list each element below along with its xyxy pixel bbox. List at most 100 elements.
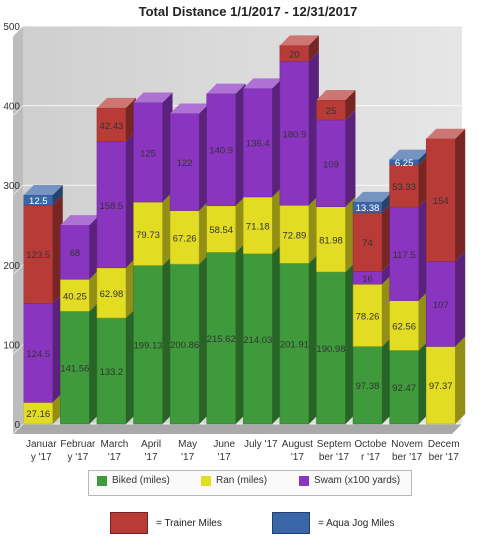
- legend: Biked (miles) Ran (miles) Swam (x100 yar…: [88, 470, 412, 496]
- data-label: 72.89: [282, 230, 306, 241]
- bar-segment-front: [389, 300, 419, 351]
- bar-segment-front: [133, 102, 163, 203]
- x-tick-label: '17: [145, 452, 158, 463]
- x-tick-label: August: [282, 439, 313, 450]
- bar-segment-front: [352, 212, 383, 272]
- bar-segment-front: [96, 107, 127, 142]
- bar-segment-front: [316, 206, 346, 273]
- bar-segment-front: [389, 350, 419, 425]
- data-label: 20: [289, 49, 300, 60]
- data-label: 92.47: [392, 383, 416, 394]
- bar-segment-side: [455, 128, 466, 262]
- data-label: 140.9: [209, 146, 233, 157]
- bar-segment-front: [96, 141, 127, 269]
- data-label: 79.73: [136, 230, 160, 241]
- data-label: 58.54: [209, 225, 233, 236]
- data-label: 6.25: [395, 158, 414, 169]
- bar-segment-front: [352, 283, 383, 347]
- data-label: 201.91: [280, 340, 309, 351]
- x-tick-label: Novem: [391, 439, 423, 450]
- data-label: 190.98: [316, 344, 345, 355]
- data-label: 107: [433, 300, 449, 311]
- gridline-wall: [12, 423, 24, 435]
- bar-segment-front: [243, 196, 273, 254]
- x-tick-label: y '17: [67, 452, 88, 463]
- x-tick-label: June: [213, 439, 235, 450]
- x-tick-label: '17: [218, 452, 231, 463]
- data-label: 53.33: [392, 182, 416, 193]
- data-label: 122: [177, 158, 193, 169]
- bar-segment-front: [206, 205, 236, 253]
- bar-segment-side: [455, 336, 466, 424]
- y-tick-label: 100: [3, 340, 20, 351]
- data-label: 125: [140, 148, 156, 159]
- bar-segment-top: [353, 191, 393, 202]
- gridline-wall: [12, 344, 24, 355]
- data-label: 199.13: [134, 341, 163, 352]
- data-label: 180.9: [282, 129, 306, 140]
- bar-segment-top: [389, 149, 429, 160]
- x-tick-label: '17: [291, 452, 304, 463]
- data-label: 97.37: [429, 381, 453, 392]
- x-tick-label: Octobe: [354, 439, 387, 450]
- data-label: 154: [433, 196, 449, 207]
- bar-segment-front: [60, 311, 90, 425]
- x-tick-label: y '17: [31, 452, 52, 463]
- aqua-jog-swatch: [272, 512, 310, 534]
- data-label: 16: [362, 274, 373, 285]
- legend-label-biked: Biked (miles): [112, 475, 170, 486]
- data-label: 71.18: [246, 221, 270, 232]
- legend-item-swam[interactable]: Swam (x100 yards): [299, 475, 400, 486]
- x-tick-label: May: [178, 439, 197, 450]
- gridline-wall: [12, 184, 24, 196]
- bar-segment-front: [206, 252, 236, 425]
- chart-title: Total Distance 1/1/2017 - 12/31/2017: [139, 4, 358, 19]
- legend-swatch-biked: [97, 475, 107, 486]
- data-label: 215.62: [207, 334, 236, 345]
- bar-segment-front: [60, 224, 90, 280]
- legend-item-ran[interactable]: Ran (miles): [201, 475, 267, 486]
- bar-segment-front: [169, 210, 200, 265]
- bar-segment-front: [425, 346, 456, 425]
- data-label: 62.56: [392, 321, 416, 332]
- bar-segment-top: [133, 92, 173, 103]
- x-tick-label: Septem: [317, 439, 351, 450]
- data-label: 78.26: [356, 311, 380, 322]
- bar-segment-top: [279, 35, 319, 46]
- bar-segment-top: [426, 128, 466, 139]
- data-label: 141.56: [60, 364, 89, 375]
- data-label: 25: [326, 106, 337, 117]
- data-label: 27.16: [26, 409, 50, 420]
- data-label: 214.03: [243, 335, 272, 346]
- x-tick-label: ber '17: [429, 452, 460, 463]
- bar-segment-side: [52, 185, 63, 205]
- bar-segment-front: [206, 93, 236, 207]
- legend-label-ran: Ran (miles): [216, 475, 268, 486]
- bar-segment-top: [23, 185, 63, 196]
- x-tick-label: Januar: [26, 439, 57, 450]
- legend-item-biked[interactable]: Biked (miles): [97, 475, 170, 486]
- x-tick-label: July '17: [244, 439, 278, 450]
- data-label: 117.5: [393, 250, 416, 261]
- bar-segment-front: [169, 263, 200, 425]
- x-tick-label: ber '17: [319, 452, 350, 463]
- y-tick-label: 200: [3, 261, 20, 272]
- legend-aqua-jog-miles: = Aqua Jog Miles: [272, 512, 394, 534]
- data-label: 68: [70, 248, 81, 259]
- data-label: 42.43: [100, 121, 124, 132]
- bar-segment-front: [133, 265, 163, 425]
- gridline-wall: [12, 264, 24, 276]
- data-label: 67.26: [173, 233, 197, 244]
- x-tick-label: March: [101, 439, 129, 450]
- data-label: 200.86: [170, 340, 199, 351]
- x-tick-label: April: [141, 439, 161, 450]
- bar-segment-top: [243, 78, 283, 89]
- data-label: 62.98: [100, 289, 124, 300]
- gridline-wall: [12, 105, 24, 116]
- bar-segment-front: [23, 204, 54, 304]
- plot-left-wall: [13, 26, 23, 434]
- x-tick-label: Decem: [428, 439, 460, 450]
- data-label: 81.98: [319, 235, 343, 246]
- bar-segment-side: [455, 251, 466, 347]
